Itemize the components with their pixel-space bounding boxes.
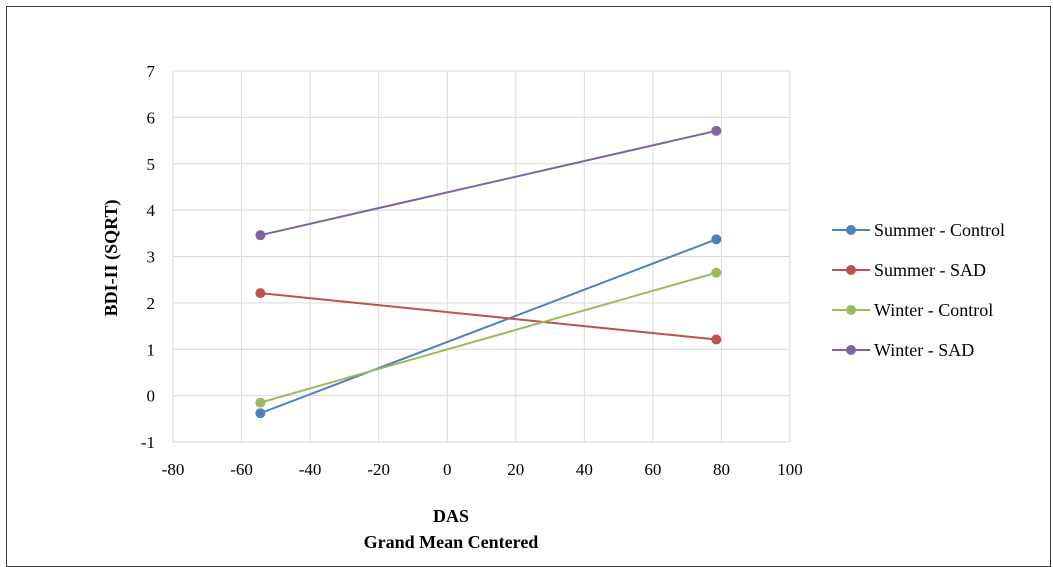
legend-label: Summer - Control: [874, 220, 1005, 240]
y-tick-label: 0: [147, 387, 156, 406]
x-tick-label: -80: [162, 460, 185, 479]
legend: Summer - Control Summer - SAD Winter - Con…: [832, 220, 1005, 360]
y-tick-label: 5: [147, 155, 156, 174]
legend-marker: [846, 265, 856, 275]
data-point: [255, 230, 266, 241]
y-tick-label: 6: [147, 108, 156, 127]
y-tick-label: 1: [147, 340, 156, 359]
series-line: [260, 271, 717, 404]
x-axis-title: DAS: [433, 506, 469, 526]
legend-label: Summer - SAD: [874, 260, 986, 280]
y-tick-label: 3: [147, 248, 156, 267]
x-tick-label: 20: [507, 460, 524, 479]
legend-marker: [846, 225, 856, 235]
x-tick-label: 60: [644, 460, 661, 479]
legend-label: Winter - Control: [874, 300, 993, 320]
x-tick-label: 100: [777, 460, 803, 479]
series-line: [260, 238, 717, 415]
legend-marker: [846, 345, 856, 355]
chart-frame: [6, 6, 1051, 567]
data-point: [255, 408, 266, 419]
y-tick-label: 7: [147, 62, 156, 81]
y-tick-label: -1: [141, 433, 155, 452]
legend-marker: [846, 305, 856, 315]
x-tick-label: -40: [299, 460, 322, 479]
x-tick-label: 40: [576, 460, 593, 479]
y-tick-label: 4: [147, 201, 156, 220]
data-point: [711, 125, 722, 136]
data-point: [711, 234, 722, 245]
legend-label: Winter - SAD: [874, 340, 974, 360]
x-tick-label: -20: [367, 460, 390, 479]
data-point: [711, 267, 722, 278]
y-axis-title: BDI-II (SQRT): [101, 200, 122, 317]
series-line: [260, 129, 717, 237]
series-line: [260, 292, 717, 341]
x-tick-label: -60: [230, 460, 253, 479]
x-tick-label: 0: [443, 460, 452, 479]
data-point: [711, 334, 722, 345]
y-tick-label: 2: [147, 294, 156, 313]
data-point: [255, 288, 266, 299]
x-axis-ticks: -80 -60 -40 -20 0 20 40 60 80 100: [162, 460, 803, 479]
series-group: [255, 125, 722, 419]
y-axis-ticks: -1 0 1 2 3 4 5 6 7: [141, 62, 156, 452]
gridlines: [172, 70, 791, 443]
x-tick-label: 80: [713, 460, 730, 479]
x-axis-subtitle: Grand Mean Centered: [364, 532, 539, 552]
data-point: [255, 397, 266, 408]
